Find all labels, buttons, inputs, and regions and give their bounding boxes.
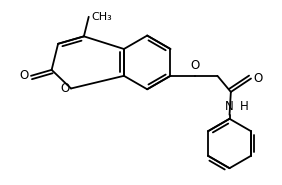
Text: H: H bbox=[240, 100, 248, 113]
Text: O: O bbox=[254, 72, 263, 85]
Text: N: N bbox=[225, 100, 234, 113]
Text: O: O bbox=[60, 82, 70, 95]
Text: O: O bbox=[190, 59, 199, 72]
Text: O: O bbox=[19, 69, 28, 82]
Text: CH₃: CH₃ bbox=[91, 12, 112, 22]
